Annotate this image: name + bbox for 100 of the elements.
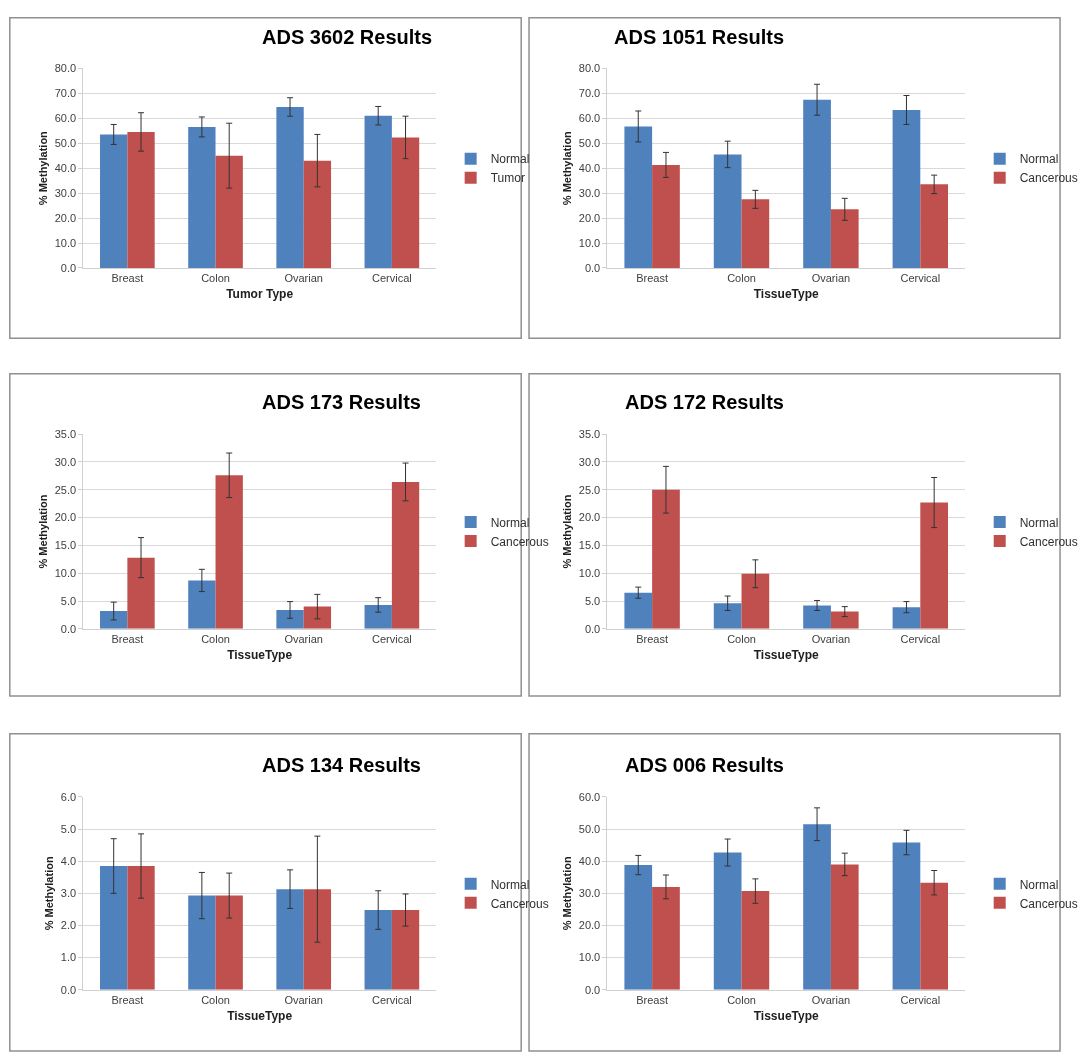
legend-label: Normal [1019, 152, 1059, 167]
y-tick-label: 5.0 [584, 594, 601, 607]
y-tick-label: 5.0 [60, 594, 77, 607]
bar [127, 866, 155, 990]
x-tick-label: Breast [636, 272, 669, 285]
y-tick-label: 10.0 [578, 567, 601, 580]
x-tick-label: Ovarian [811, 272, 851, 285]
x-axis-title: TissueType [753, 287, 819, 302]
bar [100, 134, 128, 268]
y-axis-title: % Methylation [561, 856, 574, 931]
y-tick-label: 10.0 [54, 567, 77, 580]
x-tick-label: Breast [111, 993, 144, 1006]
bar [188, 126, 216, 268]
bar [920, 502, 949, 629]
y-tick-label: 60.0 [578, 112, 601, 125]
y-tick-label: 40.0 [54, 162, 77, 174]
x-axis-title: TissueType [753, 1008, 819, 1023]
y-tick-label: 40.0 [578, 162, 601, 174]
legend-label: Cancerous [1019, 896, 1078, 911]
y-tick-label: 30.0 [578, 186, 601, 199]
bar [100, 866, 128, 990]
bar [624, 126, 653, 268]
chart-title: ADS 134 Results [262, 754, 421, 776]
bar [188, 580, 216, 629]
bar [127, 131, 155, 268]
y-tick-label: 20.0 [578, 211, 601, 224]
chart-title: ADS 173 Results [262, 391, 421, 413]
y-tick-label: 50.0 [578, 822, 601, 835]
chart-title: ADS 3602 Results [262, 26, 433, 48]
legend-label: Normal [1019, 877, 1059, 892]
x-tick-label: Cervical [372, 633, 412, 646]
y-tick-label: 50.0 [578, 137, 601, 150]
bar [127, 557, 155, 629]
x-tick-label: Colon [201, 272, 230, 285]
bar [276, 106, 304, 268]
legend-label: Cancerous [490, 534, 549, 549]
bar [713, 852, 742, 990]
legend-label: Normal [490, 152, 530, 167]
x-tick-label: Ovarian [284, 272, 323, 285]
legend-label: Cancerous [1019, 534, 1078, 549]
bar [364, 910, 392, 990]
bar [364, 115, 392, 268]
bar [830, 864, 859, 990]
bar [830, 611, 859, 629]
legend-label: Normal [490, 515, 530, 530]
y-tick-label: 30.0 [54, 455, 77, 468]
y-tick-label: 0.0 [60, 261, 77, 274]
y-tick-label: 2.0 [60, 919, 77, 932]
bar [276, 889, 304, 990]
legend-label: Normal [1019, 515, 1059, 530]
chart-title: ADS 006 Results [625, 754, 784, 776]
y-tick-label: 5.0 [60, 822, 77, 835]
x-axis-title: Tumor Type [226, 287, 294, 302]
y-tick-label: 10.0 [578, 951, 601, 964]
bar [892, 607, 921, 629]
y-tick-label: 30.0 [54, 186, 77, 199]
y-tick-label: 4.0 [60, 855, 77, 868]
legend-label: Tumor [490, 171, 525, 186]
chart-title: ADS 1051 Results [614, 26, 785, 48]
bar [652, 489, 680, 629]
x-tick-label: Ovarian [284, 633, 323, 646]
x-tick-label: Ovarian [284, 993, 323, 1006]
bar [391, 137, 420, 268]
bar [741, 891, 770, 990]
x-axis-title: TissueType [753, 647, 819, 662]
x-tick-label: Colon [727, 993, 756, 1006]
bar [100, 611, 128, 629]
y-axis-title: % Methylation [37, 494, 50, 569]
bar [652, 886, 680, 990]
x-tick-label: Cervical [372, 272, 412, 285]
x-axis-title: TissueType [227, 1008, 293, 1023]
y-tick-label: 10.0 [578, 236, 601, 249]
bar [391, 910, 420, 990]
bar [713, 154, 742, 268]
y-tick-label: 0.0 [584, 261, 601, 274]
y-tick-label: 20.0 [578, 919, 601, 932]
bar [364, 604, 392, 629]
bar [803, 99, 831, 268]
bar [624, 865, 653, 990]
bar [830, 209, 859, 268]
y-tick-label: 35.0 [578, 427, 601, 440]
chart-title: ADS 172 Results [625, 391, 784, 413]
bar [892, 109, 921, 268]
y-tick-label: 15.0 [54, 539, 77, 552]
y-axis-title: % Methylation [561, 130, 574, 206]
bar [920, 882, 949, 990]
x-tick-label: Ovarian [811, 633, 851, 646]
bar [892, 842, 921, 990]
y-tick-label: 0.0 [60, 622, 77, 635]
y-tick-label: 6.0 [60, 790, 77, 803]
bar [215, 895, 243, 990]
y-tick-label: 80.0 [578, 62, 601, 75]
y-tick-label: 25.0 [578, 483, 601, 496]
y-tick-label: 25.0 [54, 483, 77, 496]
x-tick-label: Cervical [900, 993, 941, 1006]
y-axis-title: % Methylation [43, 856, 56, 931]
bar [303, 889, 332, 990]
bar [391, 481, 420, 629]
bar [188, 895, 216, 990]
legend-label: Normal [490, 877, 530, 892]
